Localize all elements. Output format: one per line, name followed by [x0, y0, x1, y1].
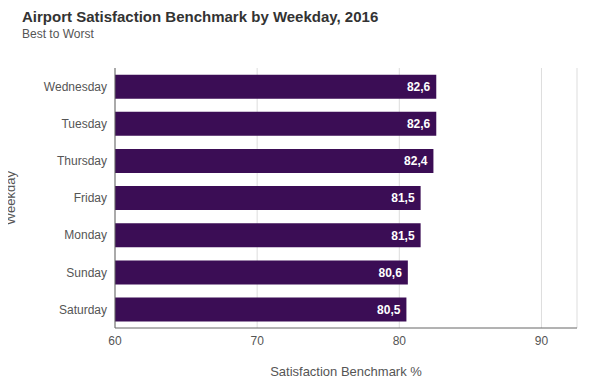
svg-text:81,5: 81,5 — [391, 229, 415, 243]
svg-text:82,6: 82,6 — [407, 80, 431, 94]
svg-text:82,6: 82,6 — [407, 117, 431, 131]
svg-text:Friday: Friday — [74, 191, 107, 205]
svg-text:80,5: 80,5 — [377, 303, 401, 317]
svg-text:80,6: 80,6 — [378, 266, 402, 280]
svg-text:Satisfaction Benchmark %: Satisfaction Benchmark % — [270, 364, 422, 379]
svg-text:60: 60 — [108, 334, 122, 348]
svg-text:80: 80 — [393, 334, 407, 348]
html-text:Airport Satisfaction Benchmark: Airport Satisfaction Benchmark by Weekda… — [22, 8, 379, 25]
svg-text:Wednesday: Wednesday — [44, 80, 107, 94]
svg-text:Weekday: Weekday — [8, 171, 18, 225]
svg-text:82,4: 82,4 — [404, 154, 428, 168]
html-text:Best to Worst: Best to Worst — [22, 27, 94, 41]
svg-text:Sunday: Sunday — [66, 266, 107, 280]
svg-text:Tuesday: Tuesday — [61, 117, 107, 131]
svg-text:90: 90 — [535, 334, 549, 348]
svg-text:Monday: Monday — [64, 228, 107, 242]
svg-text:Saturday: Saturday — [59, 303, 107, 317]
svg-text:Thursday: Thursday — [57, 154, 107, 168]
svg-text:70: 70 — [250, 334, 264, 348]
svg-text:81,5: 81,5 — [391, 191, 415, 205]
